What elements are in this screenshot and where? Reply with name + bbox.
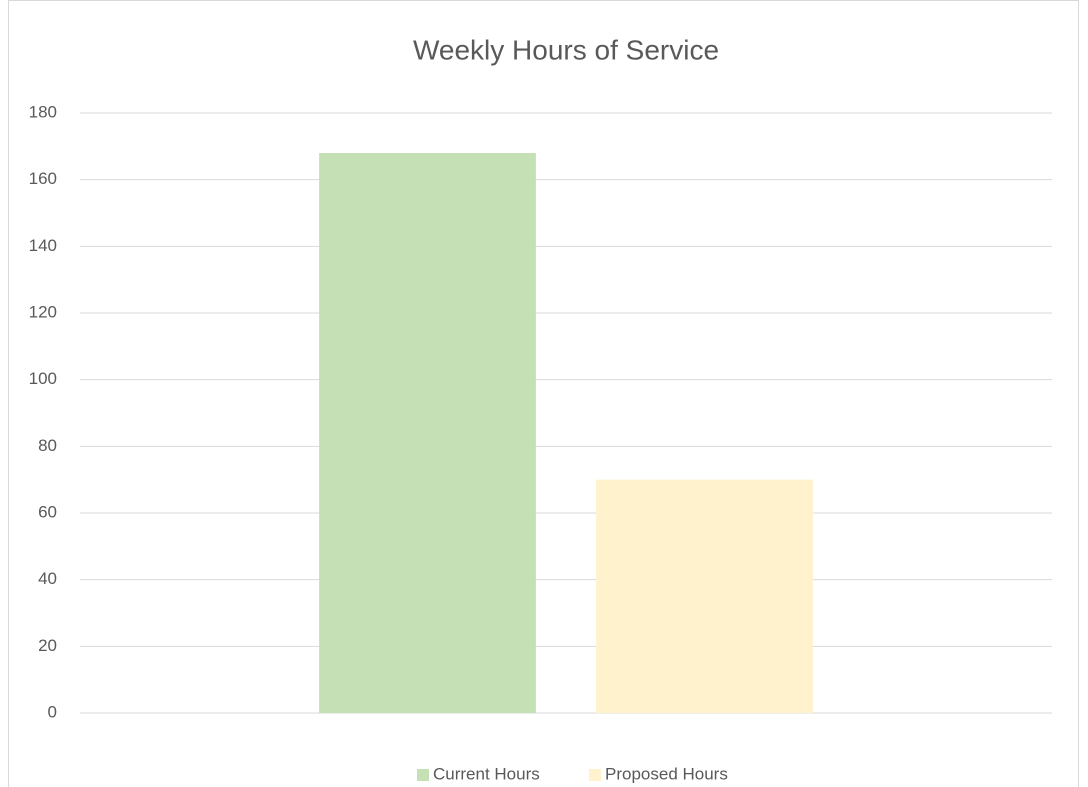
y-tick-label: 180 [29, 102, 57, 121]
legend-swatch [589, 769, 601, 781]
chart-border [8, 0, 1079, 787]
y-tick-label: 0 [48, 702, 57, 721]
y-tick-label: 120 [29, 302, 57, 321]
y-tick-label: 80 [38, 436, 57, 455]
y-tick-label: 40 [38, 569, 57, 588]
bar [319, 153, 536, 713]
y-tick-label: 20 [38, 636, 57, 655]
y-tick-label: 160 [29, 169, 57, 188]
y-tick-label: 140 [29, 236, 57, 255]
bar [596, 479, 813, 713]
legend-label: Proposed Hours [605, 764, 728, 783]
y-tick-label: 100 [29, 369, 57, 388]
legend-label: Current Hours [433, 764, 540, 783]
legend-swatch [417, 769, 429, 781]
chart-title: Weekly Hours of Service [413, 34, 719, 65]
y-tick-label: 60 [38, 502, 57, 521]
